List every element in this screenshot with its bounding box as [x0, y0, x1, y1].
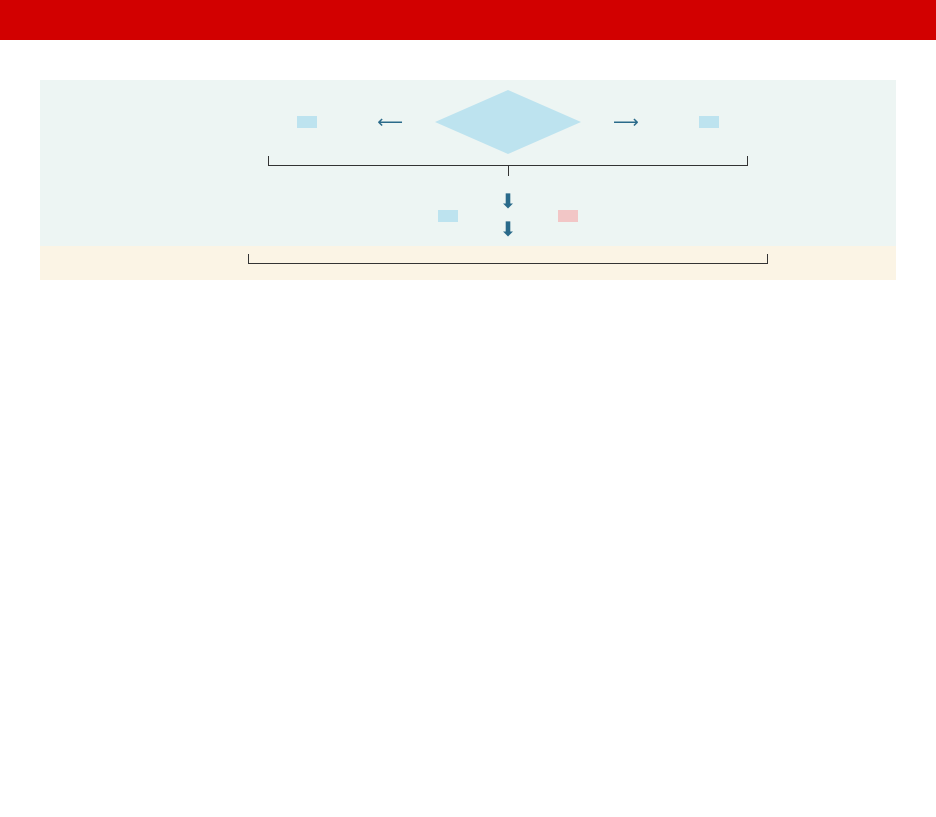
panel-e: ⟵ ⟶ ⬇ — [40, 80, 896, 280]
arrow-down-icon: ⬇ — [140, 222, 876, 238]
arrow-right-icon: ⟶ — [613, 112, 639, 133]
box-norm-tools — [438, 210, 458, 222]
arrow-down-icon: ⬇ — [140, 194, 876, 210]
diamond-umi — [433, 88, 583, 156]
stage-integration — [40, 246, 896, 280]
box-right-tools — [699, 116, 719, 128]
arrow-left-icon: ⟵ — [377, 112, 403, 133]
stage-normalization: ⬇ ⬇ — [40, 186, 896, 246]
stage-preprocessing: ⟵ ⟶ — [40, 80, 896, 186]
journal-banner — [0, 0, 936, 40]
box-left-tools — [297, 116, 317, 128]
figure: ⟵ ⟶ ⬇ — [0, 40, 936, 290]
box-norm-bad — [558, 210, 578, 222]
